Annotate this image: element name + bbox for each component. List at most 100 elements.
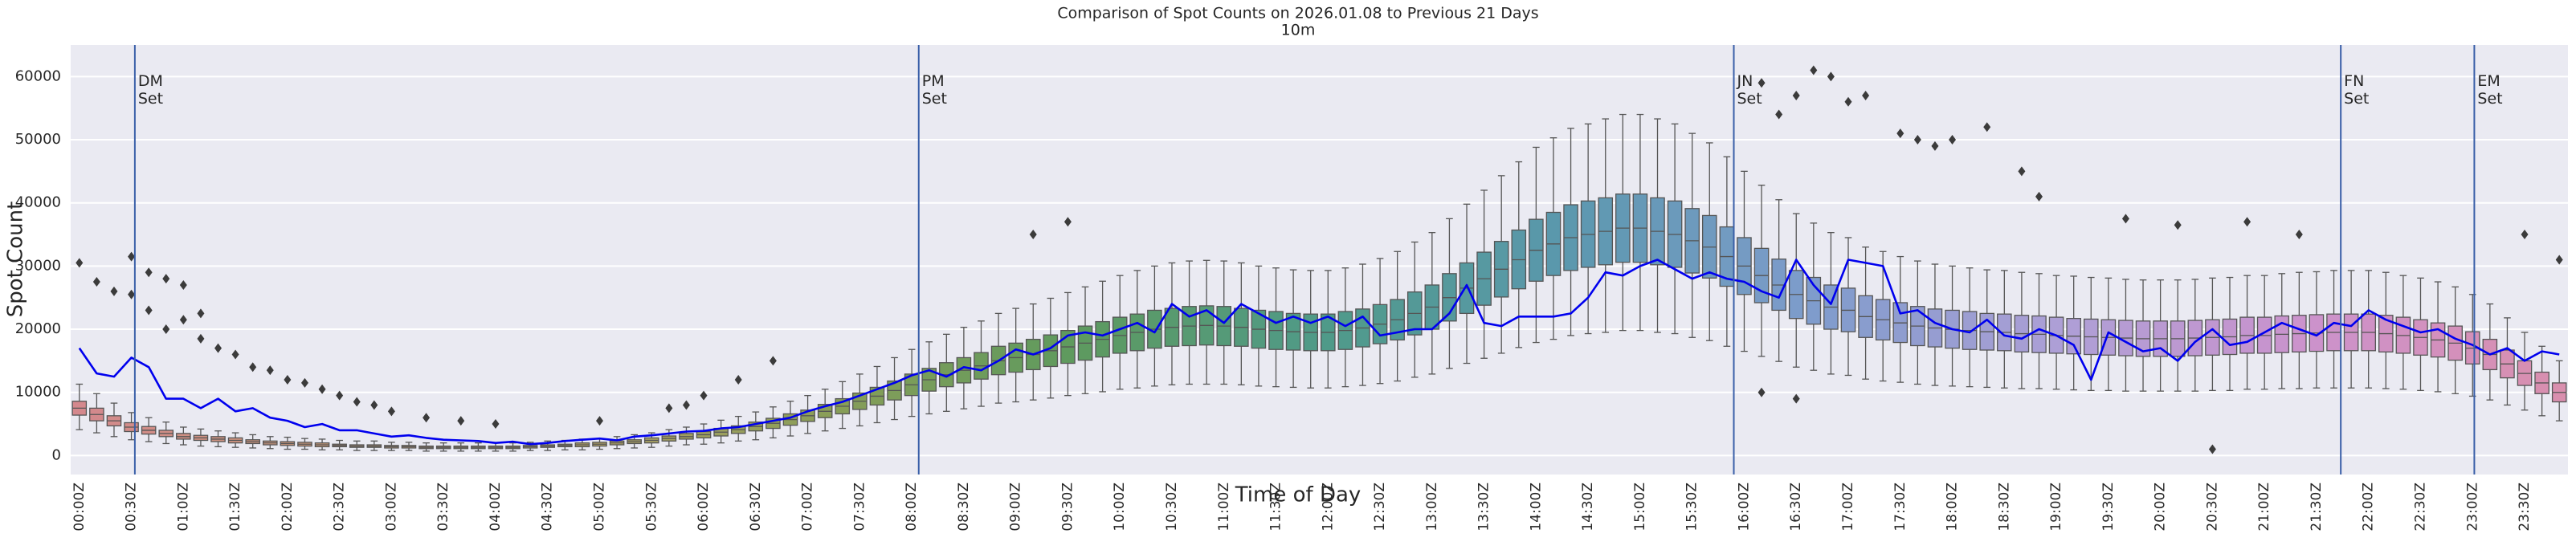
outlier	[1792, 90, 1800, 100]
outlier	[370, 400, 378, 410]
y-tick-label: 30000	[15, 257, 61, 274]
x-tick-label: 18:30Z	[1996, 483, 2012, 532]
outlier	[1792, 393, 1800, 404]
chart-title: Comparison of Spot Counts on 2026.01.08 …	[1057, 5, 1538, 22]
outlier	[2174, 220, 2182, 230]
x-tick-label: 15:30Z	[1684, 483, 1700, 532]
x-axis-title: Time of Day	[1235, 483, 1361, 507]
outlier	[266, 365, 274, 376]
outlier	[457, 416, 465, 426]
annotation-label: FN Set	[2344, 72, 2370, 108]
x-tick-label: 03:30Z	[435, 483, 451, 532]
outlier	[1029, 230, 1037, 240]
x-tick-label: 08:30Z	[956, 483, 972, 532]
outlier	[197, 308, 205, 319]
outlier	[1862, 90, 1870, 100]
x-tick-label: 14:30Z	[1580, 483, 1596, 532]
y-axis-title: Spot Count	[4, 202, 28, 318]
x-tick-label: 22:00Z	[2361, 483, 2377, 532]
x-tick-label: 14:00Z	[1528, 483, 1544, 532]
x-tick-label: 10:00Z	[1112, 483, 1128, 532]
outlier	[1827, 71, 1835, 82]
outlier	[300, 377, 308, 388]
outlier	[700, 390, 708, 401]
today-line	[78, 259, 2560, 446]
outlier	[76, 258, 84, 268]
x-tick-label: 12:00Z	[1320, 483, 1336, 532]
outlier	[128, 251, 136, 262]
annotation-label: JN Set	[1737, 72, 1762, 108]
x-tick-label: 07:30Z	[851, 483, 868, 532]
x-tick-label: 06:00Z	[696, 483, 712, 532]
annotation-label: DM Set	[137, 72, 164, 108]
outlier	[214, 343, 222, 353]
x-tick-label: 19:30Z	[2100, 483, 2117, 532]
x-tick-label: 07:00Z	[800, 483, 816, 532]
outlier	[145, 305, 153, 316]
outlier	[665, 403, 673, 413]
outlier	[734, 374, 742, 385]
outlier	[1775, 109, 1783, 120]
outlier	[1810, 65, 1818, 75]
outlier	[179, 279, 187, 290]
annotation-label: PM Set	[921, 72, 947, 108]
outlier	[336, 390, 344, 401]
outlier	[353, 397, 361, 407]
outlier	[318, 384, 326, 394]
outlier	[1844, 96, 1852, 107]
outlier	[1983, 122, 1991, 132]
outlier	[162, 324, 170, 335]
x-tick-label: 21:00Z	[2256, 483, 2272, 532]
x-tick-label: 02:00Z	[280, 483, 296, 532]
outlier	[197, 333, 205, 344]
x-tick-label: 09:30Z	[1059, 483, 1076, 532]
x-tick-label: 23:00Z	[2464, 483, 2480, 532]
outlier	[179, 315, 187, 325]
outlier	[1931, 141, 1939, 151]
outlier	[231, 349, 239, 360]
x-tick-label: 17:30Z	[1892, 483, 1909, 532]
x-tick-label: 02:30Z	[332, 483, 348, 532]
outlier	[387, 406, 395, 417]
x-tick-label: 16:00Z	[1736, 483, 1752, 532]
x-tick-label: 13:00Z	[1424, 483, 1440, 532]
x-tick-label: 21:30Z	[2309, 483, 2325, 532]
outlier	[1896, 128, 1904, 139]
x-tick-label: 04:30Z	[540, 483, 556, 532]
outlier	[110, 286, 118, 296]
outlier	[596, 416, 604, 426]
x-tick-label: 20:30Z	[2204, 483, 2220, 532]
x-tick-label: 05:00Z	[592, 483, 608, 532]
outlier	[2555, 255, 2563, 265]
y-tick-label: 50000	[15, 131, 61, 148]
outlier	[128, 289, 136, 299]
x-tick-label: 11:00Z	[1216, 483, 1232, 532]
outlier	[1757, 78, 1766, 88]
x-tick-label: 12:30Z	[1372, 483, 1388, 532]
outlier	[2035, 191, 2043, 202]
x-tick-label: 10:30Z	[1164, 483, 1180, 532]
x-tick-label: 11:30Z	[1268, 483, 1284, 532]
outlier	[1757, 387, 1766, 397]
outlier	[2208, 444, 2216, 454]
x-tick-label: 15:00Z	[1632, 483, 1648, 532]
x-tick-label: 00:00Z	[71, 483, 88, 532]
x-tick-label: 23:30Z	[2517, 483, 2533, 532]
x-tick-label: 20:00Z	[2153, 483, 2169, 532]
x-tick-label: 22:30Z	[2412, 483, 2428, 532]
outlier	[2295, 230, 2303, 240]
annotation-label: EM Set	[2477, 72, 2503, 108]
x-tick-label: 04:00Z	[488, 483, 504, 532]
x-tick-label: 01:30Z	[227, 483, 243, 532]
x-tick-label: 16:30Z	[1788, 483, 1804, 532]
x-tick-label: 00:30Z	[124, 483, 140, 532]
x-tick-label: 17:00Z	[1840, 483, 1856, 532]
outlier	[423, 413, 431, 423]
outlier	[2243, 217, 2251, 227]
outlier	[162, 274, 170, 284]
x-tick-label: 19:00Z	[2048, 483, 2064, 532]
outlier	[1949, 135, 1957, 145]
y-tick-label: 40000	[15, 194, 61, 211]
outlier	[682, 400, 690, 410]
